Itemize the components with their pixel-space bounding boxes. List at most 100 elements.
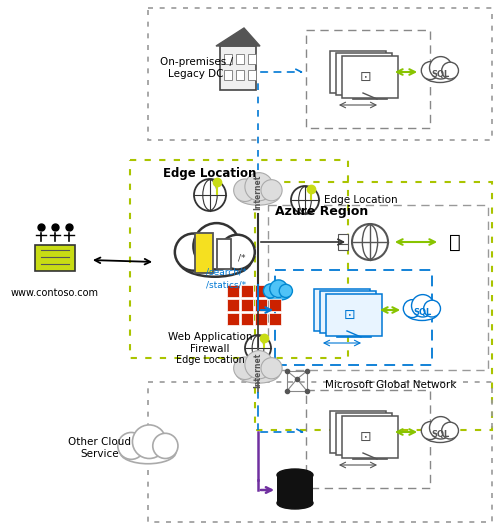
- Polygon shape: [216, 28, 260, 46]
- Ellipse shape: [406, 305, 438, 321]
- Bar: [224, 54, 232, 64]
- Bar: [255, 285, 267, 297]
- Bar: [130, 160, 348, 358]
- Ellipse shape: [266, 288, 290, 301]
- Circle shape: [430, 57, 452, 79]
- Text: ⊡: ⊡: [360, 430, 372, 444]
- Text: SQL: SQL: [413, 307, 431, 316]
- Circle shape: [442, 62, 458, 79]
- Text: /*: /*: [238, 253, 246, 262]
- Bar: [227, 313, 239, 325]
- FancyBboxPatch shape: [342, 56, 398, 98]
- Circle shape: [234, 179, 256, 201]
- Text: Edge Location: Edge Location: [176, 355, 244, 365]
- Circle shape: [422, 61, 439, 80]
- Circle shape: [118, 432, 144, 460]
- Circle shape: [234, 357, 256, 379]
- Bar: [338, 234, 348, 244]
- Bar: [35, 245, 75, 271]
- Bar: [148, 8, 492, 140]
- Text: Other Cloud
Service: Other Cloud Service: [68, 437, 132, 459]
- Bar: [241, 313, 253, 325]
- Circle shape: [424, 300, 440, 317]
- Circle shape: [175, 234, 212, 271]
- Bar: [220, 46, 256, 90]
- Circle shape: [279, 284, 292, 297]
- Bar: [255, 182, 492, 430]
- Bar: [268, 205, 488, 370]
- Bar: [241, 299, 253, 311]
- Text: /statics/*: /statics/*: [206, 280, 246, 289]
- Circle shape: [194, 179, 226, 211]
- Text: Edge Location: Edge Location: [164, 167, 256, 181]
- Circle shape: [430, 417, 452, 439]
- Bar: [227, 299, 239, 311]
- Bar: [255, 299, 267, 311]
- Circle shape: [291, 186, 319, 214]
- Circle shape: [245, 335, 271, 361]
- Bar: [269, 285, 281, 297]
- Circle shape: [220, 235, 255, 269]
- Bar: [306, 30, 430, 128]
- Bar: [248, 54, 256, 64]
- FancyBboxPatch shape: [326, 294, 382, 336]
- FancyBboxPatch shape: [336, 54, 392, 95]
- Bar: [195, 233, 213, 273]
- Text: Edge Location: Edge Location: [324, 195, 398, 205]
- Circle shape: [245, 351, 273, 379]
- FancyBboxPatch shape: [336, 413, 392, 455]
- Ellipse shape: [424, 427, 456, 443]
- Text: Internet: Internet: [254, 174, 262, 210]
- Circle shape: [352, 224, 388, 260]
- Text: SQL: SQL: [431, 429, 449, 438]
- Circle shape: [245, 173, 273, 201]
- Bar: [269, 299, 281, 311]
- Bar: [217, 239, 231, 269]
- Text: Web Application
Firewall: Web Application Firewall: [168, 332, 252, 354]
- Ellipse shape: [277, 469, 313, 481]
- Ellipse shape: [424, 67, 456, 83]
- Bar: [248, 70, 256, 80]
- Bar: [236, 70, 244, 80]
- FancyBboxPatch shape: [314, 289, 370, 331]
- Text: Microsoft Global Network: Microsoft Global Network: [325, 380, 456, 390]
- Circle shape: [153, 434, 178, 458]
- Circle shape: [442, 422, 458, 439]
- FancyBboxPatch shape: [320, 292, 376, 333]
- Bar: [148, 382, 492, 522]
- Ellipse shape: [236, 186, 280, 205]
- Bar: [306, 390, 430, 488]
- FancyBboxPatch shape: [330, 51, 386, 93]
- Bar: [236, 54, 244, 64]
- Bar: [224, 70, 232, 80]
- Circle shape: [404, 299, 421, 317]
- Bar: [269, 313, 281, 325]
- Text: Internet: Internet: [254, 352, 262, 387]
- Circle shape: [194, 223, 240, 269]
- Text: 🛰: 🛰: [449, 233, 461, 252]
- Bar: [227, 285, 239, 297]
- Circle shape: [422, 422, 439, 439]
- Ellipse shape: [179, 245, 251, 277]
- Text: ⊡: ⊡: [360, 70, 372, 84]
- Text: SQL: SQL: [431, 69, 449, 78]
- Ellipse shape: [236, 364, 280, 383]
- Circle shape: [264, 284, 278, 298]
- Text: ⊡: ⊡: [344, 308, 356, 322]
- Bar: [275, 270, 432, 365]
- Circle shape: [270, 280, 287, 297]
- Ellipse shape: [120, 440, 176, 464]
- FancyBboxPatch shape: [330, 411, 386, 453]
- Bar: [338, 244, 348, 250]
- Circle shape: [261, 358, 282, 379]
- Bar: [241, 285, 253, 297]
- Text: On-premises /
Legacy DC: On-premises / Legacy DC: [160, 57, 232, 79]
- Bar: [277, 475, 313, 503]
- Text: www.contoso.com: www.contoso.com: [11, 288, 99, 298]
- Ellipse shape: [277, 497, 313, 509]
- Bar: [255, 313, 267, 325]
- FancyBboxPatch shape: [342, 416, 398, 458]
- Circle shape: [132, 425, 166, 458]
- Text: /search/*: /search/*: [206, 268, 246, 277]
- Circle shape: [412, 295, 434, 317]
